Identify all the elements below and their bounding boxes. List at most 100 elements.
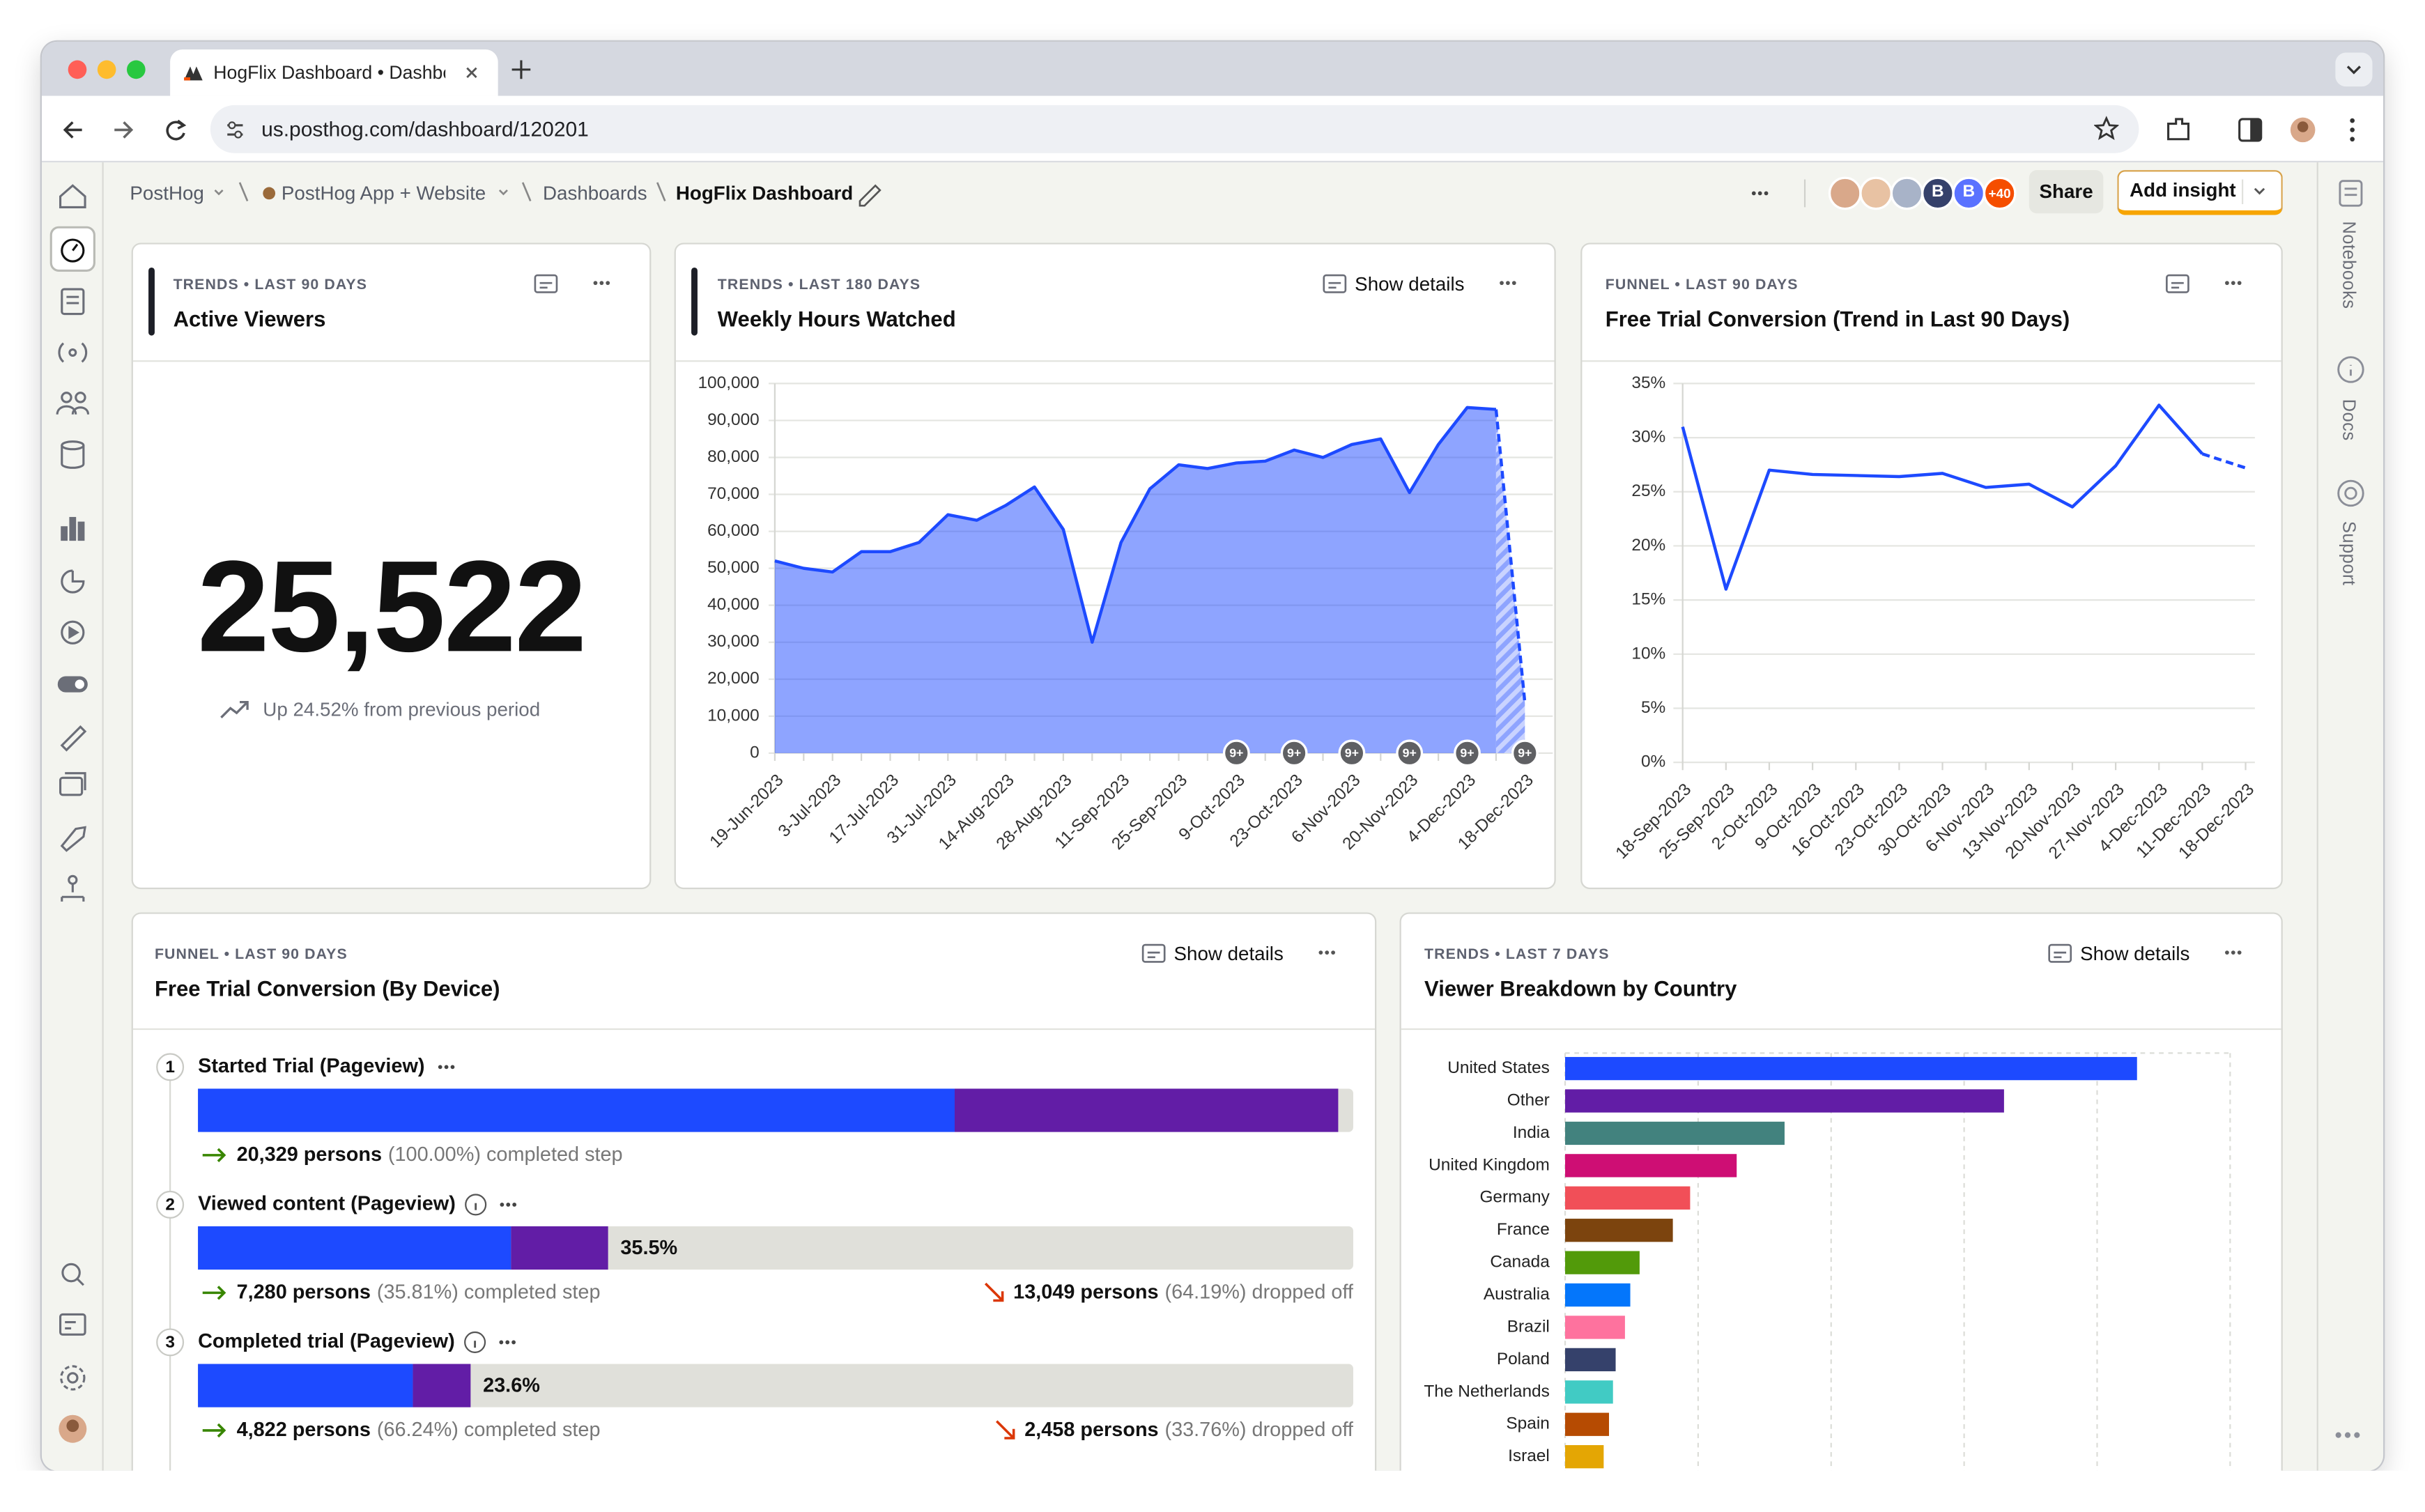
toolbar-icons[interactable] — [2164, 114, 2380, 145]
rect — [69, 516, 77, 541]
window-controls — [68, 60, 146, 79]
circle — [2344, 486, 2357, 500]
path — [61, 884, 85, 902]
completed-rate: (100.00%) completed step — [388, 1143, 623, 1166]
line-incomplete — [2201, 452, 2247, 470]
g — [593, 281, 2242, 955]
circle — [2344, 1432, 2351, 1438]
breadcrumb[interactable]: PostHog App + Website — [281, 182, 486, 204]
path — [63, 121, 82, 139]
breadcrumb[interactable]: PostHog — [130, 182, 204, 204]
tab-search[interactable] — [2335, 52, 2373, 87]
circle — [2231, 950, 2235, 955]
step-number: 2 — [165, 1195, 175, 1214]
y-tick-label: 40,000 — [707, 595, 760, 614]
y-tick-label: 90,000 — [707, 410, 760, 429]
notebooks-tab[interactable]: Notebooks — [2338, 221, 2357, 309]
completed-text: 7,280 persons (35.81%) completed step — [237, 1281, 601, 1303]
rect — [184, 77, 190, 81]
bar-segment — [198, 1226, 511, 1270]
circle — [1764, 191, 1769, 196]
nav-icons[interactable] — [42, 162, 104, 1471]
area-incomplete — [1495, 409, 1525, 753]
annotation-badge — [1454, 739, 1481, 767]
path — [68, 626, 79, 640]
annotation-label: 9+ — [1403, 746, 1417, 760]
circle — [2225, 281, 2229, 286]
tile: TRENDS • LAST 90 DAYS Active Viewers 25,… — [131, 242, 652, 890]
bookmark-star[interactable] — [2094, 116, 2119, 141]
bar — [1565, 1348, 1616, 1372]
dropped-rate: (33.76%) dropped off — [1164, 1419, 1353, 1441]
new-tab[interactable] — [510, 59, 532, 80]
add-insight-dropdown[interactable] — [2240, 176, 2277, 207]
step-number-badge — [156, 1053, 185, 1081]
path — [238, 182, 249, 202]
circle — [2231, 281, 2235, 286]
step-number-badge — [156, 1190, 185, 1219]
nav-buttons[interactable] — [61, 118, 200, 143]
step-number-badge — [156, 1328, 185, 1357]
tile-icons[interactable] — [534, 274, 2242, 963]
tab-close[interactable] — [464, 65, 479, 80]
dropped-arrow — [984, 1282, 1004, 1302]
bar-label: 35.5% — [620, 1237, 677, 1259]
y-tick-label: 50,000 — [707, 558, 760, 577]
bar — [1565, 1445, 1604, 1469]
circle — [2337, 356, 2364, 383]
rect — [2335, 52, 2373, 87]
tab-title: HogFlix Dashboard • Dashbo — [213, 61, 446, 84]
more-avatars[interactable]: +40 — [1988, 185, 2011, 201]
comparison: Up 24.52% from previous period — [263, 699, 541, 721]
annotation-badge — [1511, 739, 1539, 767]
site-info — [227, 121, 243, 139]
minimize-dot[interactable] — [97, 60, 116, 79]
breadcrumb-current: HogFlix Dashboard — [675, 182, 854, 204]
dropped-rate: (64.19%) dropped off — [1164, 1281, 1353, 1303]
accent — [148, 267, 155, 336]
bar — [1565, 1316, 1625, 1339]
close-dot[interactable] — [68, 60, 87, 79]
side-panel-icons[interactable] — [2318, 162, 2383, 1471]
tile-meta: TRENDS • LAST 180 DAYS — [717, 277, 921, 294]
path — [539, 281, 553, 289]
bar — [1565, 1089, 2004, 1113]
step-menu — [506, 1203, 511, 1207]
dropped-count: 2,458 persons — [1024, 1419, 1158, 1441]
path — [66, 295, 79, 304]
x-tick-label: 19-Jun-2023 — [707, 771, 787, 851]
circle — [2335, 1432, 2341, 1438]
tile: FUNNEL • LAST 90 DAYS Free Trial Convers… — [1580, 242, 2283, 890]
tab[interactable]: HogFlix Dashboard • Dashbo — [170, 49, 498, 96]
rect — [1323, 274, 1347, 293]
rect — [77, 521, 85, 541]
step-name: Started Trial (Pageview) — [198, 1055, 424, 1077]
show-details[interactable]: Show details — [1355, 273, 1465, 295]
bar-label: 23.6% — [483, 1374, 540, 1396]
info-icon — [464, 1331, 486, 1353]
show-details[interactable]: Show details — [2080, 943, 2190, 965]
show-details[interactable]: Show details — [1173, 943, 1284, 965]
circle — [606, 281, 610, 286]
circle — [599, 281, 604, 286]
annotation-label: 9+ — [1229, 746, 1243, 760]
share-button[interactable]: Share — [2028, 170, 2104, 214]
category-label: United States — [1447, 1058, 1550, 1077]
circle — [2237, 281, 2242, 286]
docs-tab[interactable]: Docs — [2338, 399, 2357, 441]
circle — [1751, 191, 1756, 196]
circle — [2297, 121, 2309, 132]
circle — [1331, 950, 1335, 955]
address-bar[interactable]: us.posthog.com/dashboard/120201 — [210, 105, 2139, 153]
y-tick-label: 0 — [750, 743, 760, 762]
step-number: 3 — [165, 1333, 175, 1352]
support-tab[interactable]: Support — [2338, 520, 2357, 586]
zoom-dot[interactable] — [126, 60, 146, 79]
add-insight-button[interactable]: Add insight — [2117, 170, 2283, 215]
breadcrumb[interactable]: Dashboards — [543, 182, 647, 204]
tile-title: Free Trial Conversion (By Device) — [154, 975, 500, 1001]
completed-arrow — [202, 1286, 226, 1300]
rect — [2048, 943, 2072, 963]
step-menu — [500, 1203, 505, 1207]
y-tick-label: 25% — [1631, 481, 1665, 500]
